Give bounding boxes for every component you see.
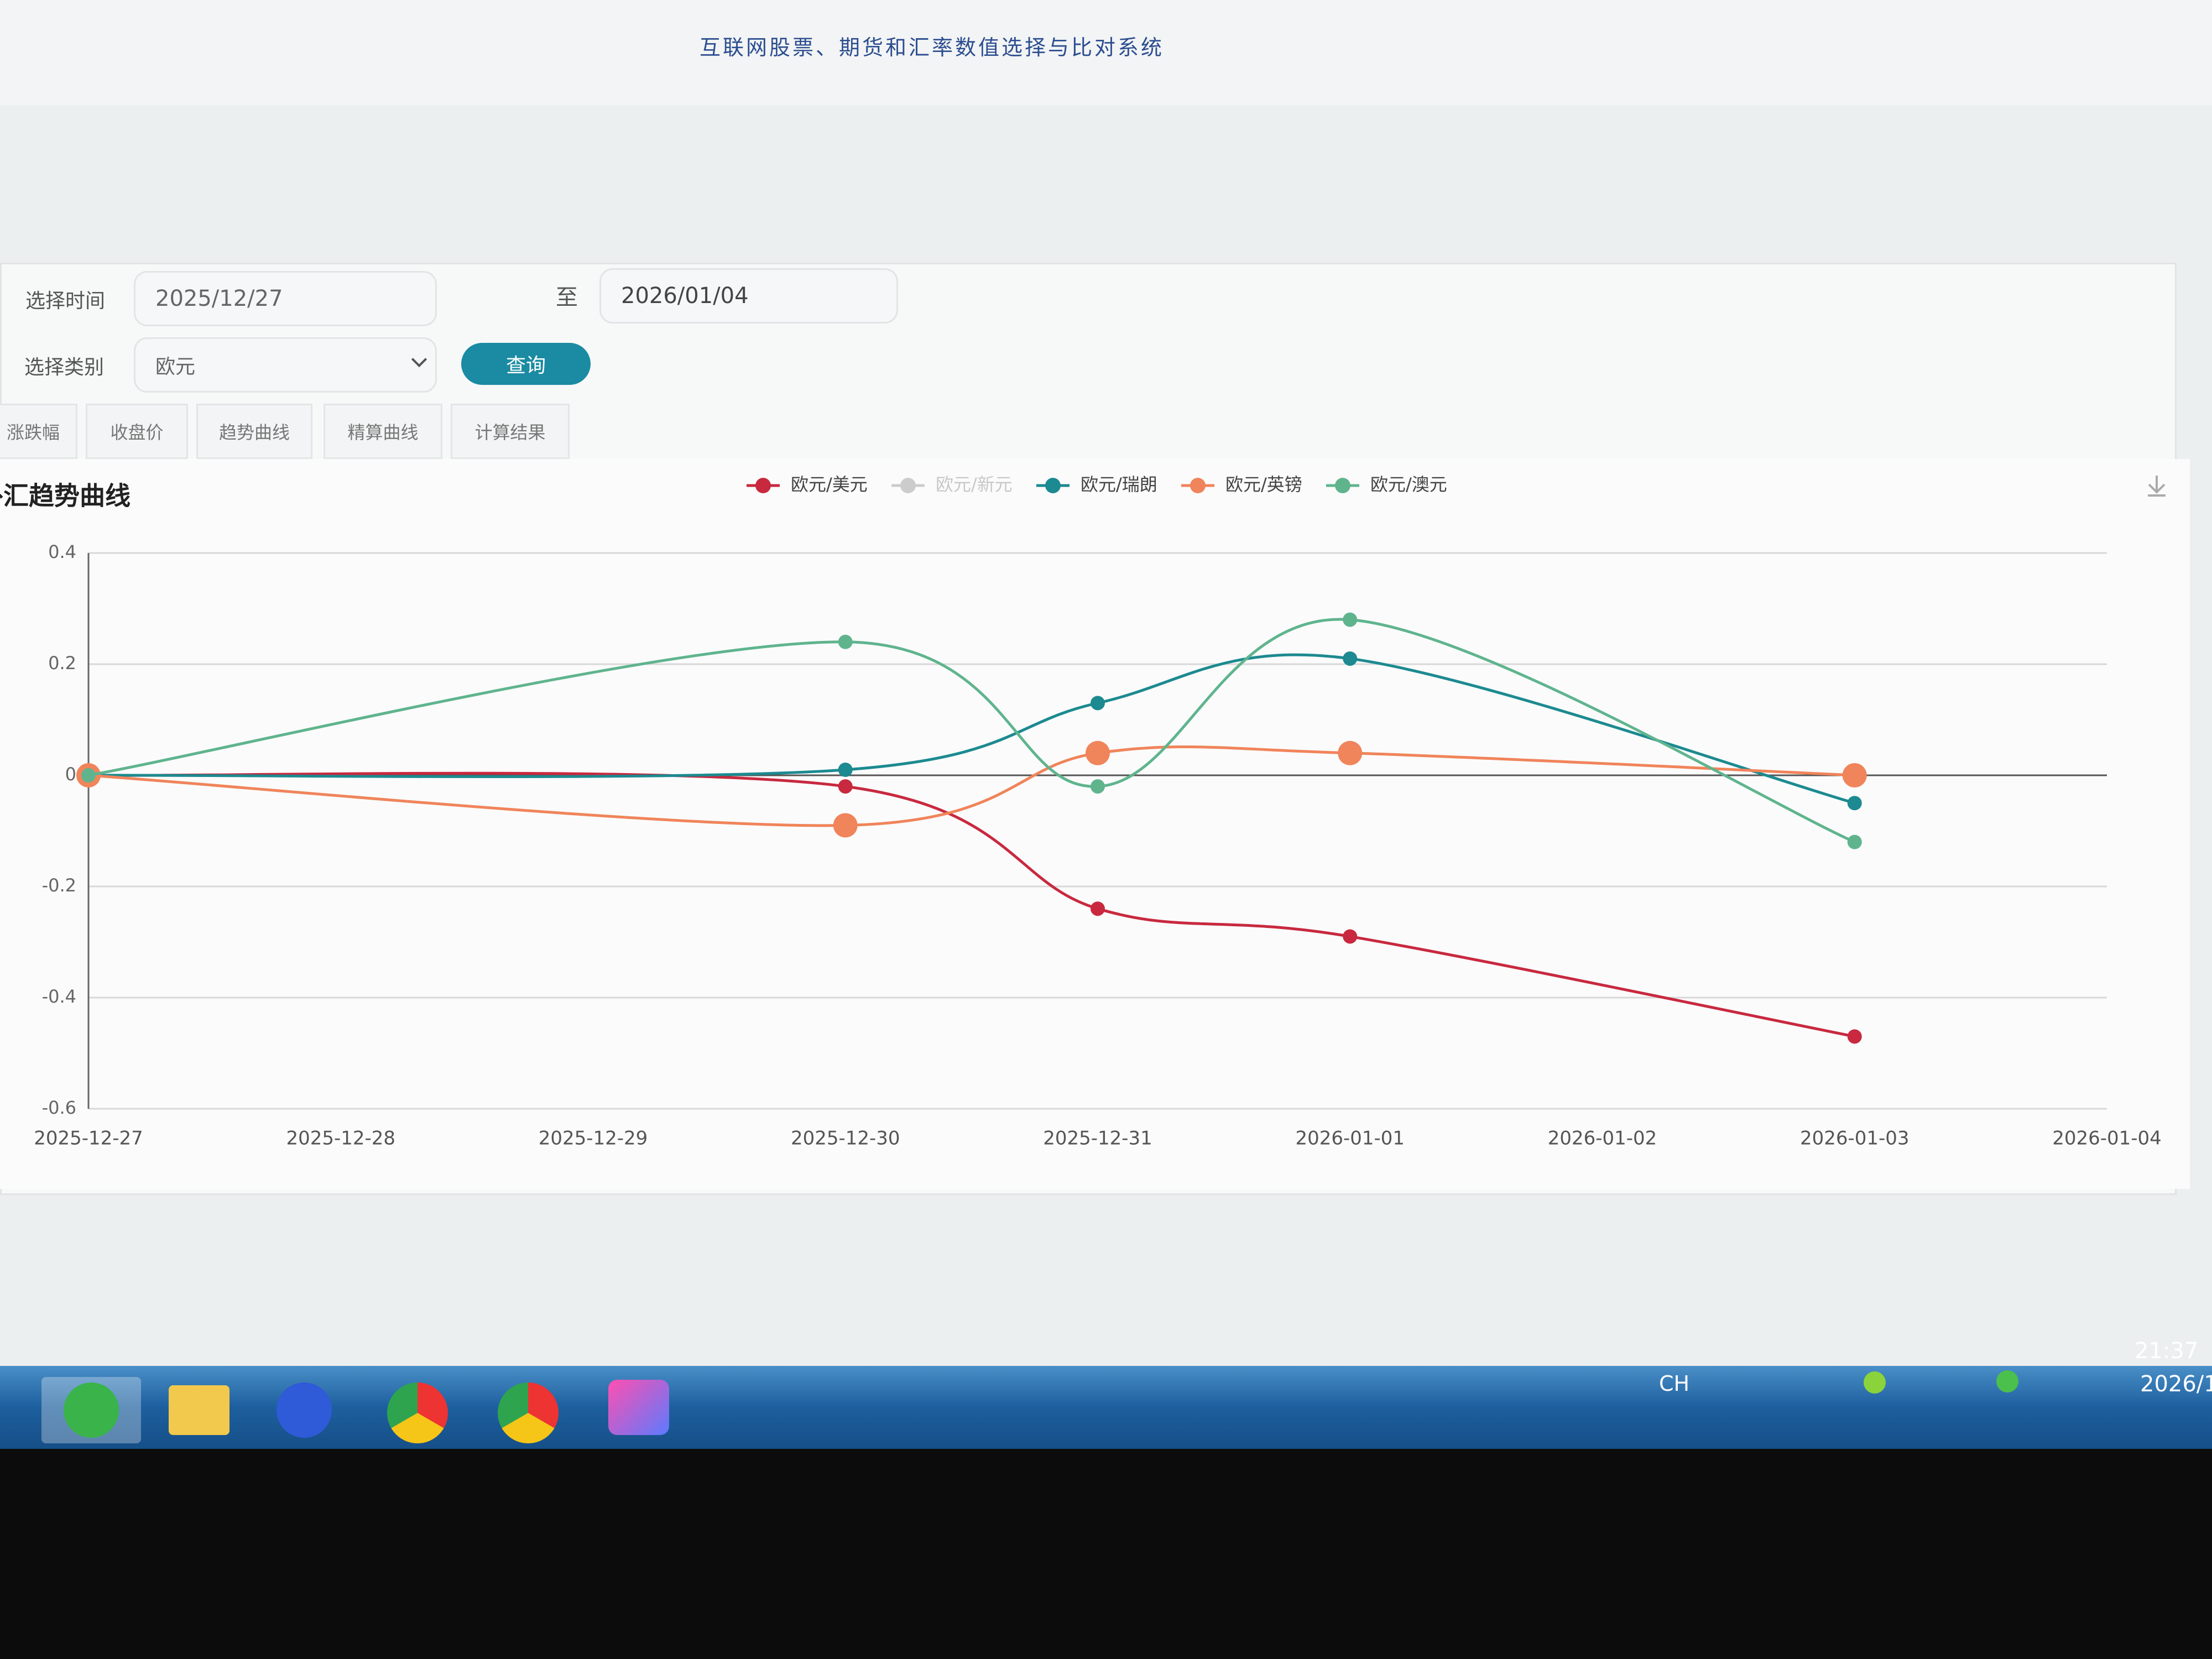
series-line — [88, 618, 1855, 843]
data-point — [1847, 834, 1862, 849]
header-bar — [0, 0, 2212, 105]
data-point — [1842, 763, 1867, 787]
tab[interactable]: 涨跌幅 — [0, 404, 77, 459]
end-date-input[interactable]: 2026/01/04 — [599, 268, 898, 324]
x-tick-label: 2025-12-30 — [791, 1128, 900, 1150]
data-point — [1847, 1029, 1862, 1044]
download-icon[interactable] — [2148, 476, 2166, 497]
legend-marker — [755, 478, 771, 493]
data-point — [1343, 651, 1358, 666]
tray-icon[interactable] — [1864, 1371, 1886, 1394]
start-date-input[interactable]: 2025/12/27 — [134, 271, 437, 326]
legend-marker — [900, 478, 916, 493]
series-line — [88, 745, 1855, 827]
data-point — [1086, 740, 1110, 765]
tab[interactable]: 精算曲线 — [324, 404, 442, 459]
legend-label: 欧元/瑞朗 — [1081, 474, 1157, 495]
x-tick-label: 2026-01-03 — [1800, 1128, 1910, 1150]
data-point — [1338, 740, 1363, 765]
data-point — [833, 813, 858, 838]
y-tick-label: 0.2 — [48, 653, 76, 674]
series-line — [88, 771, 1855, 1038]
legend-marker — [1045, 478, 1061, 493]
legend-label: 欧元/澳元 — [1370, 474, 1447, 495]
date-separator: 至 — [556, 285, 578, 310]
chart-title: 外汇趋势曲线 — [0, 481, 131, 511]
tab[interactable]: 收盘价 — [86, 404, 188, 459]
tab[interactable]: 趋势曲线 — [196, 404, 312, 459]
x-tick-label: 2025-12-27 — [34, 1128, 143, 1150]
x-tick-label: 2025-12-28 — [286, 1128, 395, 1150]
app-icon-ai[interactable] — [608, 1380, 669, 1435]
tray-icon[interactable] — [1996, 1370, 2018, 1392]
data-point — [1343, 612, 1358, 627]
x-tick-label: 2025-12-31 — [1043, 1128, 1152, 1150]
time-label: 选择时间 — [25, 290, 106, 312]
data-point — [838, 779, 853, 794]
data-point — [81, 768, 96, 782]
x-tick-label: 2026-01-01 — [1295, 1128, 1405, 1150]
app-icon-chrome[interactable] — [498, 1383, 559, 1443]
legend-marker — [1335, 478, 1350, 493]
app-icon-ie[interactable] — [64, 1383, 119, 1438]
data-point — [1091, 696, 1105, 711]
data-point — [1091, 901, 1105, 916]
clock-date: 2026/1 — [2140, 1371, 2212, 1397]
clock-time: 21:37 — [2135, 1338, 2199, 1364]
data-point — [838, 634, 853, 649]
y-tick-label: 0.4 — [48, 541, 76, 562]
legend-label: 欧元/新元 — [936, 474, 1013, 495]
monitor-bezel — [0, 1449, 2212, 1659]
data-point — [1847, 796, 1862, 811]
chart: 外汇趋势曲线 -0.6 -0.4 -0.2 0 0.2 0.4 2025-12-27 2025… — [0, 459, 2190, 1189]
data-point — [838, 762, 853, 777]
y-tick-label: -0.4 — [42, 986, 76, 1007]
y-tick-label: -0.6 — [42, 1097, 76, 1118]
app-icon-folder[interactable] — [169, 1385, 229, 1435]
input-language[interactable]: CH — [1659, 1371, 1690, 1396]
page-title: 互联网股票、期货和汇率数值选择与比对系统 — [699, 35, 1164, 60]
data-point — [1091, 779, 1105, 794]
x-tick-label: 2026-01-02 — [1548, 1128, 1657, 1150]
query-button[interactable]: 查询 — [461, 343, 591, 385]
x-tick-label: 2025-12-29 — [539, 1128, 648, 1150]
y-tick-label: 0 — [65, 764, 76, 785]
x-tick-label: 2026-01-04 — [2052, 1128, 2162, 1150]
category-select[interactable]: 欧元 — [134, 337, 437, 393]
legend-marker — [1190, 478, 1206, 493]
app-icon-chrome[interactable] — [387, 1383, 448, 1443]
legend-label: 欧元/美元 — [791, 474, 868, 495]
y-tick-label: -0.2 — [42, 875, 76, 896]
category-label: 选择类别 — [24, 356, 105, 379]
app-icon-flash[interactable] — [276, 1383, 332, 1438]
legend-label: 欧元/英镑 — [1225, 474, 1302, 495]
tab[interactable]: 计算结果 — [451, 404, 570, 459]
data-point — [1343, 929, 1358, 944]
series-line — [88, 653, 1855, 805]
taskbar — [0, 1366, 2212, 1449]
